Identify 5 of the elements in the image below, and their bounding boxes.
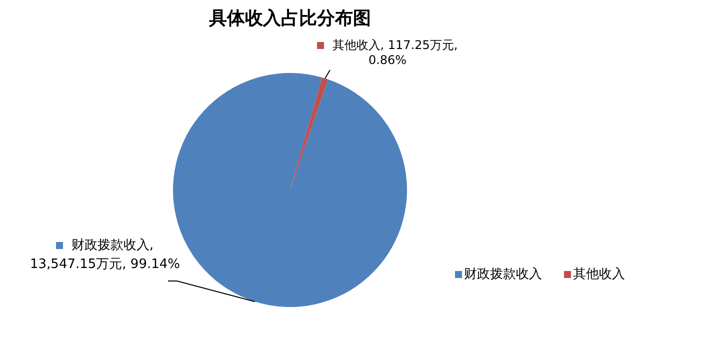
chart-title: 具体收入占比分布图 xyxy=(208,7,372,30)
legend-label: 其他收入 xyxy=(572,267,625,282)
data-label: 其他收入, 117.25万元, 0.86% xyxy=(331,38,459,68)
legend-label: 财政拨款收入 xyxy=(463,267,542,282)
data-label: 财政拨款收入, 13,547.15万元, 99.14% xyxy=(30,237,180,274)
